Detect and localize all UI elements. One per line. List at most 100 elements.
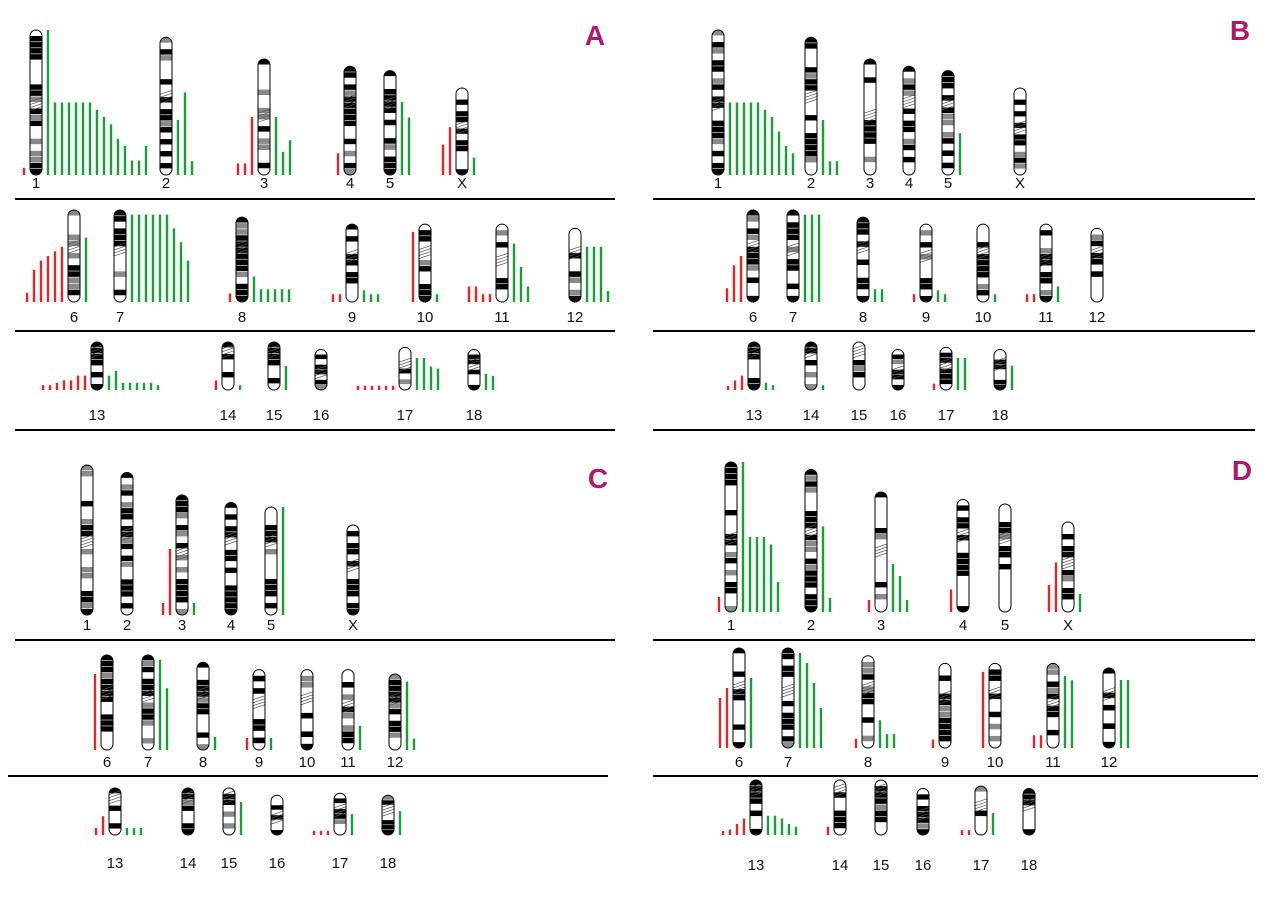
chromosome-13 — [749, 779, 763, 836]
chromosome-outline — [235, 216, 249, 303]
chromosome-8 — [196, 661, 210, 751]
chromosome-9 — [252, 669, 266, 751]
chromosome-number-label: 13 — [746, 407, 763, 424]
chromosome-outline — [863, 58, 877, 176]
chromosome-outline — [747, 341, 761, 391]
chromosome-3 — [863, 58, 877, 176]
chromosome-outline — [175, 494, 189, 616]
chromosome-outline — [300, 669, 314, 751]
chromosome-3 — [874, 491, 888, 613]
ideogram-row: 13 14 15 16 17 18 — [721, 779, 1038, 874]
chromosome-number-label: 7 — [116, 309, 124, 326]
chromosome-outline — [711, 29, 725, 176]
chromosome-outline — [998, 503, 1012, 613]
chromosome-outline — [852, 341, 866, 391]
chromosome-outline — [270, 794, 284, 836]
chromosome-number-label: 8 — [859, 309, 867, 326]
chromosome-15 — [222, 787, 236, 836]
chromosome-outline — [398, 346, 412, 391]
chromosome-outline — [902, 65, 916, 176]
chromosome-number-label: 9 — [941, 754, 949, 771]
ideogram-row: 1 2 3 4 5 X — [22, 29, 476, 192]
chromosome-13 — [90, 341, 104, 391]
ideogram-row: 6 7 8 9 10 11 12 — [25, 209, 610, 326]
chromosome-6 — [100, 654, 114, 751]
chromosome-number-label: 14 — [803, 407, 820, 424]
chromosome-outline — [919, 223, 933, 303]
chromosome-outline — [833, 779, 847, 836]
chromosome-outline — [314, 348, 328, 391]
ideogram-row: 1 2 3 4 5 X — [80, 464, 360, 634]
chromosome-number-label: 18 — [380, 855, 397, 872]
chromosome-number-label: 4 — [227, 617, 235, 634]
chromosome-outline — [749, 779, 763, 836]
chromosome-10 — [418, 223, 432, 303]
chromosome-outline — [90, 341, 104, 391]
panel-label: D — [1232, 455, 1252, 486]
chromosome-outline — [1090, 227, 1104, 303]
chromosome-11 — [1046, 662, 1060, 749]
chromosome-outline — [1022, 788, 1036, 836]
chromosome-5 — [941, 70, 955, 176]
chromosome-outline — [874, 491, 888, 613]
chromosome-number-label: 12 — [387, 754, 404, 771]
chromosome-17 — [333, 792, 347, 836]
chromosome-outline — [1061, 521, 1075, 613]
chromosome-6 — [67, 209, 81, 303]
chromosome-number-label: X — [348, 617, 358, 634]
chromosome-16 — [314, 348, 328, 391]
chromosome-number-label: 6 — [735, 754, 743, 771]
chromosome-outline — [221, 341, 235, 391]
chromosome-number-label: 8 — [199, 754, 207, 771]
chromosome-7 — [141, 654, 155, 751]
chromosome-outline — [956, 499, 970, 613]
chromosome-number-label: 10 — [987, 754, 1004, 771]
chromosome-1 — [724, 461, 738, 613]
chromosome-18 — [993, 348, 1007, 391]
chromosome-outline — [455, 87, 469, 176]
chromosome-number-label: 15 — [873, 857, 890, 874]
chromosome-outline — [874, 779, 888, 836]
chromosome-outline — [724, 461, 738, 613]
chromosome-number-label: 3 — [260, 175, 268, 192]
chromosome-outline — [495, 223, 509, 303]
chromosome-8 — [235, 216, 249, 303]
chromosome-number-label: 18 — [1021, 857, 1038, 874]
chromosome-outline — [222, 787, 236, 836]
chromosome-1 — [29, 29, 43, 176]
chromosome-outline — [856, 216, 870, 303]
chromosome-number-label: 14 — [832, 857, 849, 874]
chromosome-outline — [333, 792, 347, 836]
chromosome-outline — [804, 36, 818, 176]
ideogram-row: 6 7 8 9 10 11 12 — [725, 209, 1105, 326]
chromosome-18 — [381, 794, 395, 836]
chromosome-3 — [175, 494, 189, 616]
chromosome-number-label: 18 — [992, 407, 1009, 424]
chromosome-outline — [100, 654, 114, 751]
chromosome-outline — [1102, 667, 1116, 749]
chromosome-outline — [732, 647, 746, 749]
chromosome-number-label: 13 — [89, 407, 106, 424]
chromosome-outline — [974, 785, 988, 836]
chromosome-outline — [267, 341, 281, 391]
chromosome-number-label: 16 — [313, 407, 330, 424]
chromosome-number-label: 2 — [123, 617, 131, 634]
ideogram-row: 1 2 3 4 5 X — [717, 461, 1082, 634]
chromosome-6 — [746, 209, 760, 303]
chromosome-outline — [568, 227, 582, 303]
chromosome-number-label: 1 — [32, 175, 40, 192]
chromosome-number-label: 9 — [348, 309, 356, 326]
chromosome-number-label: 11 — [340, 754, 356, 771]
chromosome-number-label: 14 — [220, 407, 237, 424]
chromosome-number-label: 9 — [255, 754, 263, 771]
chromosome-8 — [856, 216, 870, 303]
chromosome-outline — [80, 464, 94, 616]
chromosome-number-label: 17 — [397, 407, 414, 424]
chromosome-number-label: 3 — [178, 617, 186, 634]
chromosome-13 — [108, 787, 122, 836]
chromosome-7 — [781, 647, 795, 749]
chromosome-number-label: 5 — [386, 175, 394, 192]
chromosome-number-label: 13 — [107, 855, 124, 872]
